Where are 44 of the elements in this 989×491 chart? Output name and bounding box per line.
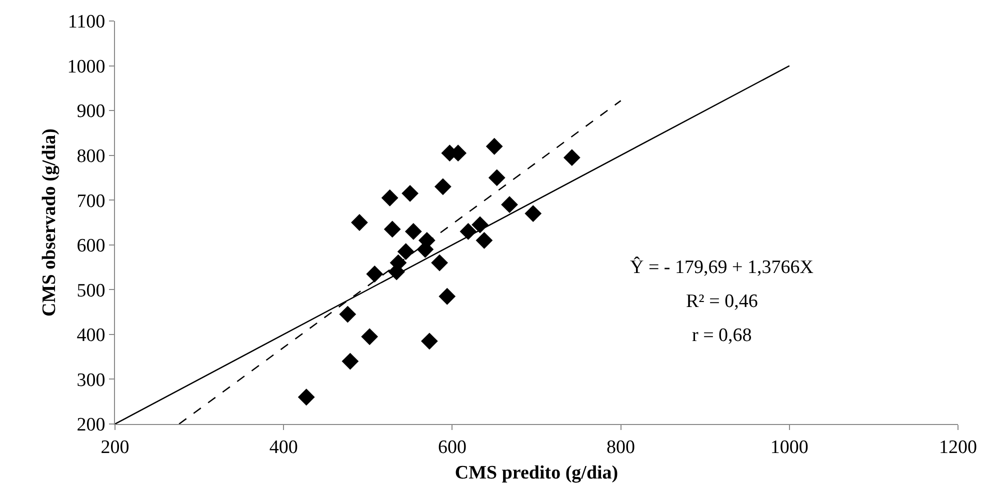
y-axis-title: CMS observado (g/dia) [39, 128, 60, 316]
point [397, 243, 414, 260]
annotation: R² = 0,46 [686, 291, 758, 312]
y-tick-label: 500 [76, 280, 106, 302]
point [486, 138, 503, 155]
point [366, 266, 384, 282]
x-axis-title: CMS predito (g/dia) [454, 462, 618, 484]
point [351, 214, 368, 231]
point [381, 189, 398, 206]
point [524, 205, 542, 222]
y-tick-label: 1100 [68, 12, 106, 33]
point [431, 254, 448, 272]
x-tick-label: 1200 [939, 436, 977, 458]
point [460, 223, 477, 240]
point [384, 220, 401, 238]
point [563, 149, 580, 166]
x-tick-label: 200 [100, 436, 130, 458]
point [298, 388, 315, 406]
point [488, 169, 506, 186]
point [342, 352, 359, 370]
y-tick-label: 900 [76, 101, 106, 122]
point [438, 288, 456, 305]
y-tick-label: 1000 [67, 56, 106, 78]
y-tick-label: 400 [76, 325, 106, 346]
point [501, 196, 518, 214]
annotation: Ŷ = - 179,69 + 1,3766X [630, 256, 814, 278]
y-tick-label: 600 [76, 236, 106, 257]
point [339, 306, 356, 323]
point [476, 232, 493, 249]
point [404, 223, 422, 240]
point [402, 184, 418, 202]
y-tick-label: 300 [76, 370, 106, 391]
x-tick-label: 1000 [770, 436, 808, 458]
x-tick-label: 400 [269, 436, 298, 458]
point [420, 332, 438, 350]
point [361, 328, 378, 346]
y-tick-label: 200 [76, 414, 106, 436]
y-tick-label: 700 [76, 190, 106, 212]
point [472, 216, 488, 234]
x-tick-label: 600 [438, 436, 466, 458]
point [434, 178, 452, 196]
y-tick-label: 800 [76, 146, 106, 167]
x-tick-label: 800 [606, 436, 636, 458]
annotation: r = 0,68 [692, 325, 752, 346]
